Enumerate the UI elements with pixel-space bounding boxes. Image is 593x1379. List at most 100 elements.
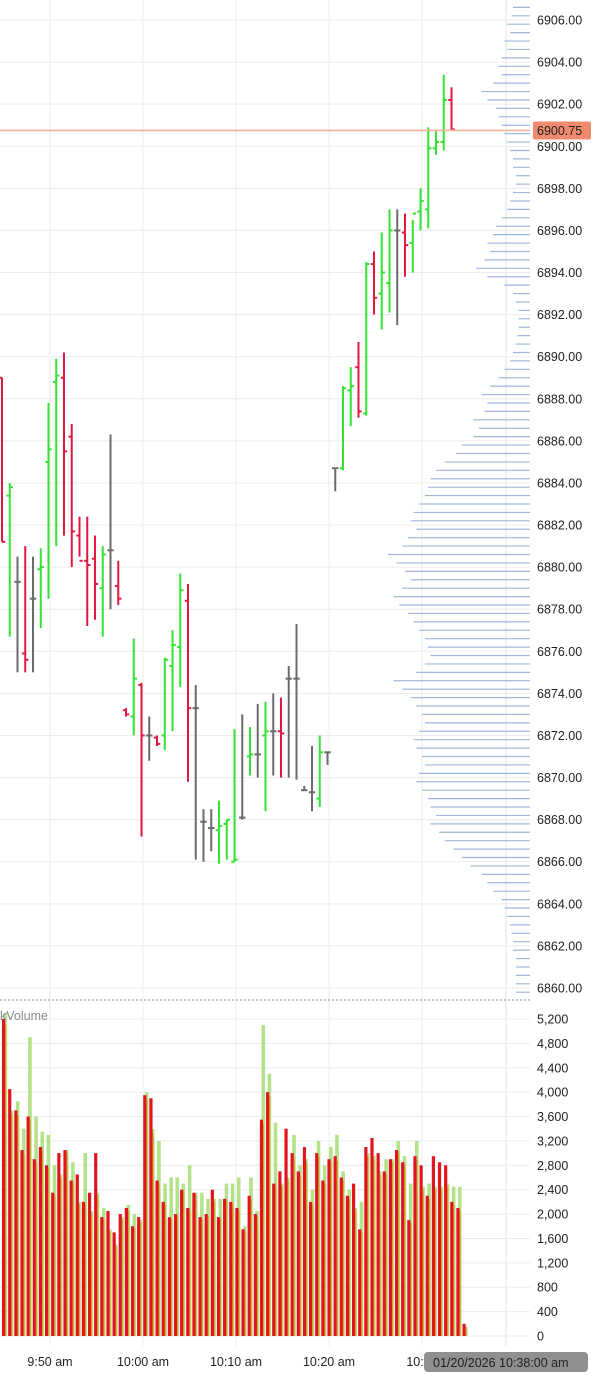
ohlc-bar	[370, 251, 378, 315]
volume-bar	[223, 1183, 229, 1336]
volume-pane-title: kVolume	[0, 1009, 48, 1023]
volume-bar	[431, 1156, 437, 1336]
volume-bar	[180, 1183, 186, 1336]
ohlc-bar	[200, 809, 207, 862]
volume-bar	[137, 1217, 143, 1336]
volume-tick-label: 4,800	[537, 1037, 568, 1051]
price-tick-label: 6898.00	[537, 182, 582, 196]
volume-bar	[444, 1165, 450, 1336]
volume-bar	[216, 1198, 223, 1336]
ohlc-bar	[262, 701, 269, 812]
last-price-badge: 6900.75	[533, 121, 591, 140]
volume-tick-label: 3,200	[537, 1134, 568, 1148]
volume-bar	[351, 1183, 358, 1336]
ohlc-bar	[246, 727, 254, 776]
volume-bar	[456, 1186, 462, 1336]
volume-bar	[401, 1156, 407, 1336]
volume-bar	[57, 1153, 63, 1336]
volume-bar	[364, 1147, 370, 1336]
ohlc-bar	[254, 703, 261, 778]
ohlc-bar	[401, 213, 409, 277]
volume-bar	[204, 1198, 210, 1336]
volume-bar	[14, 1101, 20, 1336]
price-tick-label: 6872.00	[537, 729, 582, 743]
ohlc-bar	[324, 751, 331, 765]
volume-bar	[333, 1134, 339, 1336]
volume-bar	[272, 1122, 278, 1336]
time-tick-label: 10:00 am	[117, 1355, 169, 1369]
volume-bar	[302, 1147, 309, 1336]
price-tick-label: 6888.00	[537, 392, 582, 406]
volume-bar	[321, 1165, 327, 1336]
volume-tick-label: 1,600	[537, 1232, 568, 1246]
ohlc-bar	[60, 352, 68, 536]
volume-bar	[327, 1147, 333, 1336]
ohlc-bar	[107, 434, 114, 610]
ohlc-bar	[316, 735, 323, 808]
price-axis: 6906.00 6904.00 6902.00 6900.00 6898.00 6896.…	[537, 14, 582, 996]
volume-bar	[266, 1073, 272, 1336]
crosshair-time-badge: 01/20/2026 10:38:00 am	[424, 1352, 588, 1372]
price-tick-label: 6878.00	[537, 603, 582, 617]
ohlc-bar	[99, 546, 106, 637]
price-tick-label: 6880.00	[537, 561, 582, 575]
volume-bar	[124, 1204, 130, 1336]
volume-bar	[253, 1211, 259, 1336]
volume-bar	[69, 1162, 75, 1336]
ohlc-bar	[130, 638, 137, 736]
volume-bar	[315, 1140, 321, 1336]
price-tick-label: 6862.00	[537, 939, 582, 953]
ohlc-bar	[37, 548, 44, 629]
time-tick-label: 9:50 am	[27, 1355, 72, 1369]
volume-tick-label: 400	[537, 1305, 558, 1319]
ohlc-bar	[76, 516, 83, 562]
ohlc-bar	[308, 746, 316, 812]
time-axis: 9:50 am 10:00 am 10:10 am 10:20 am 10:30	[27, 1355, 437, 1369]
ohlc-bar	[29, 556, 37, 673]
ohlc-bar	[208, 809, 215, 852]
price-tick-label: 6874.00	[537, 687, 582, 701]
volume-bar	[192, 1192, 198, 1336]
price-tick-label: 6902.00	[537, 98, 582, 112]
volume-axis: 5,200 4,800 4,400 4,000 3,600 3,200 2,800 2,400…	[537, 1013, 568, 1344]
price-bars	[0, 74, 455, 864]
ohlc-bar	[386, 209, 393, 313]
ohlc-bar	[146, 716, 153, 761]
volume-bar	[161, 1183, 167, 1336]
volume-bar	[32, 1116, 38, 1336]
ohlc-bar	[223, 818, 230, 860]
volume-bar	[51, 1165, 57, 1336]
volume-bar	[210, 1189, 216, 1336]
crosshair-time-label: 01/20/2026 10:38:00 am	[433, 1356, 569, 1370]
ohlc-bar	[231, 729, 238, 863]
volume-tick-label: 4,000	[537, 1086, 568, 1100]
volume-tick-label: 3,600	[537, 1110, 568, 1124]
ohlc-bar	[45, 402, 52, 599]
volume-bar	[259, 1025, 266, 1336]
volume-tick-label: 2,800	[537, 1159, 568, 1173]
volume-bar	[413, 1140, 419, 1336]
price-tick-label: 6894.00	[537, 266, 582, 280]
volume-bar	[149, 1098, 155, 1336]
volume-bar	[87, 1192, 94, 1336]
volume-bar	[44, 1134, 51, 1336]
volume-bar	[130, 1214, 137, 1336]
volume-bar	[358, 1201, 364, 1336]
time-tick-label: 10:20 am	[303, 1355, 355, 1369]
ohlc-bar	[138, 682, 145, 837]
ohlc-bar	[192, 684, 199, 860]
price-tick-label: 6892.00	[537, 308, 582, 322]
ohlc-bar	[153, 735, 161, 746]
volume-bar	[309, 1189, 315, 1336]
ohlc-bar	[355, 341, 362, 418]
ohlc-bar	[53, 358, 60, 547]
volume-bar	[100, 1207, 106, 1336]
ohlc-bar	[440, 74, 447, 151]
volume-tick-label: 5,200	[537, 1013, 568, 1027]
ohlc-bar	[161, 657, 168, 751]
volume-bar	[112, 1232, 118, 1336]
volume-bar	[290, 1134, 296, 1336]
volume-tick-label: 0	[537, 1330, 544, 1344]
ohlc-bar	[84, 516, 91, 627]
